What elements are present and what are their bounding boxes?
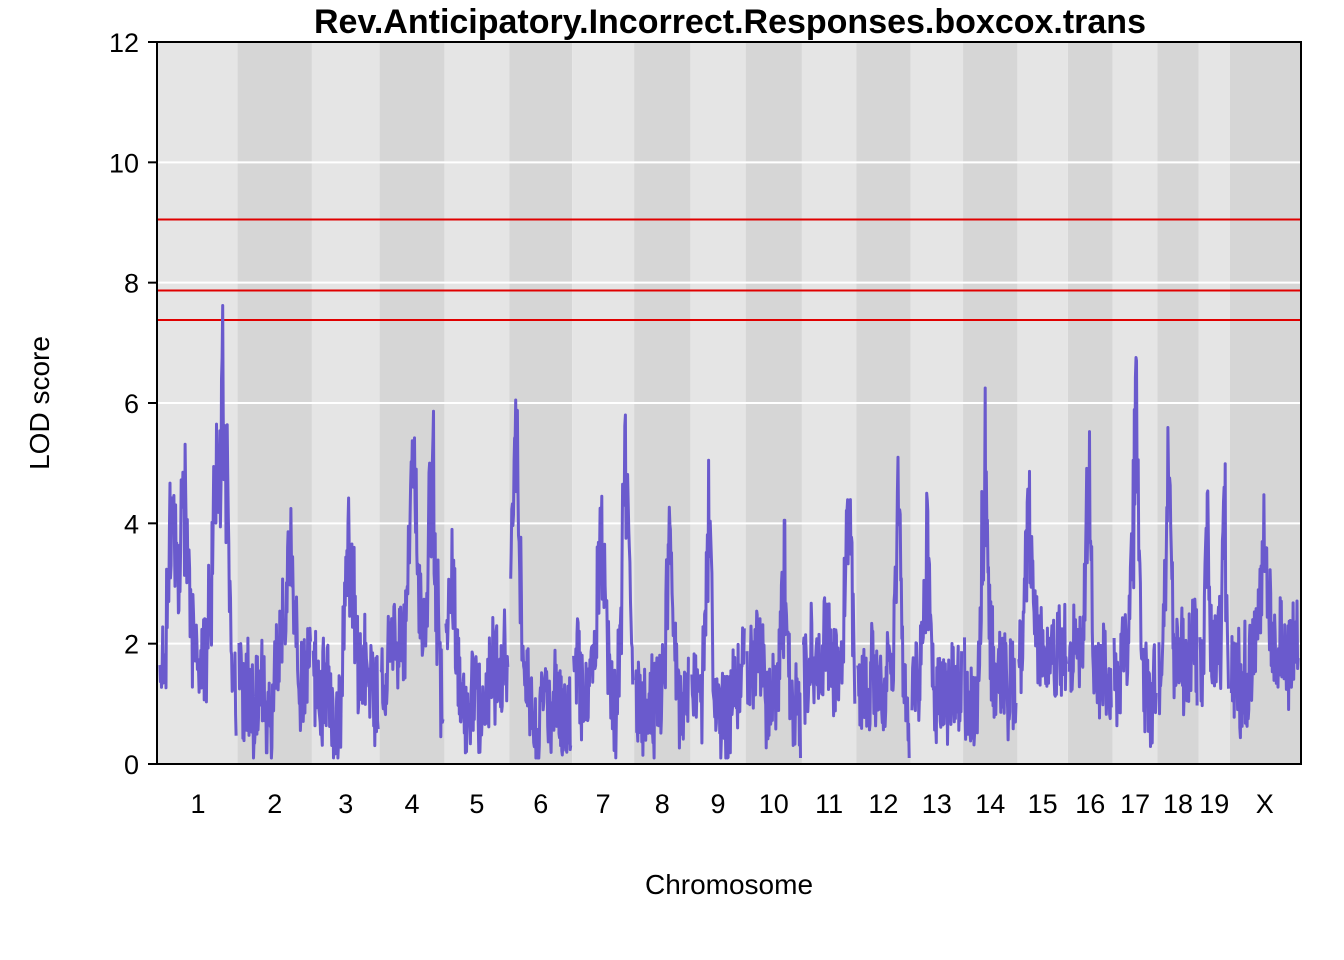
lod-line-chr-2 — [237, 507, 312, 760]
x-tick-label: 10 — [759, 789, 789, 819]
x-tick-label: 9 — [711, 789, 726, 819]
lod-line-chr-X — [1229, 493, 1300, 740]
x-tick-label: 6 — [533, 789, 548, 819]
lod-line-chr-1 — [158, 304, 238, 736]
x-tick-label: 18 — [1163, 789, 1193, 819]
lod-line-chr-7 — [572, 413, 635, 760]
x-axis-label: Chromosome — [645, 869, 813, 900]
lod-line-chr-11 — [801, 498, 857, 725]
lod-line-chr-6 — [509, 398, 573, 760]
x-tick-label: 15 — [1028, 789, 1058, 819]
lod-line-chr-3 — [311, 496, 380, 760]
x-tick-label: 14 — [975, 789, 1005, 819]
lod-line-chr-10 — [745, 518, 802, 759]
y-tick-label: 4 — [124, 509, 139, 539]
y-tick-label: 8 — [124, 269, 139, 299]
lod-line-chr-18 — [1157, 426, 1199, 717]
lod-line-chr-19 — [1198, 462, 1230, 708]
y-axis: 0 2 4 6 8 10 12 — [109, 28, 157, 780]
lod-line-chr-12 — [856, 455, 911, 759]
y-tick-label: 12 — [109, 28, 139, 58]
lod-line-chr-4 — [379, 409, 445, 739]
x-tick-label: 2 — [267, 789, 282, 819]
lod-line-chr-15 — [1017, 469, 1068, 698]
lod-line-chr-14 — [963, 386, 1018, 747]
x-tick-label: 19 — [1199, 789, 1229, 819]
x-tick-label: 5 — [469, 789, 484, 819]
lod-line-chr-8 — [634, 505, 690, 760]
lod-line-chr-9 — [690, 458, 746, 760]
x-tick-label: 16 — [1075, 789, 1105, 819]
x-tick-label: 3 — [338, 789, 353, 819]
lod-line-chr-5 — [444, 527, 510, 755]
lod-line-chr-16 — [1067, 430, 1113, 721]
x-tick-label: 1 — [190, 789, 205, 819]
y-axis-label: LOD score — [24, 336, 55, 470]
x-tick-label: 7 — [596, 789, 611, 819]
x-tick-label: X — [1256, 789, 1274, 819]
y-tick-label: 10 — [109, 148, 139, 178]
x-tick-label: 11 — [815, 789, 843, 819]
y-tick-label: 6 — [124, 389, 139, 419]
x-tick-label: 12 — [868, 789, 898, 819]
lod-series — [158, 304, 1300, 760]
x-tick-label: 17 — [1120, 789, 1150, 819]
y-tick-label: 2 — [124, 630, 139, 660]
x-tick-label: 13 — [922, 789, 952, 819]
x-tick-label: 4 — [405, 789, 420, 819]
lod-line-chr-17 — [1112, 356, 1158, 748]
threshold-lines — [157, 218, 1301, 321]
chart-title: Rev.Anticipatory.Incorrect.Responses.box… — [314, 3, 1146, 41]
x-axis: 1 2 3 4 5 6 7 8 9 10 11 12 13 14 15 16 17 18 19 X — [190, 789, 1273, 819]
lod-line-chr-13 — [910, 491, 964, 746]
y-tick-label: 0 — [124, 750, 139, 780]
x-tick-label: 8 — [655, 789, 670, 819]
